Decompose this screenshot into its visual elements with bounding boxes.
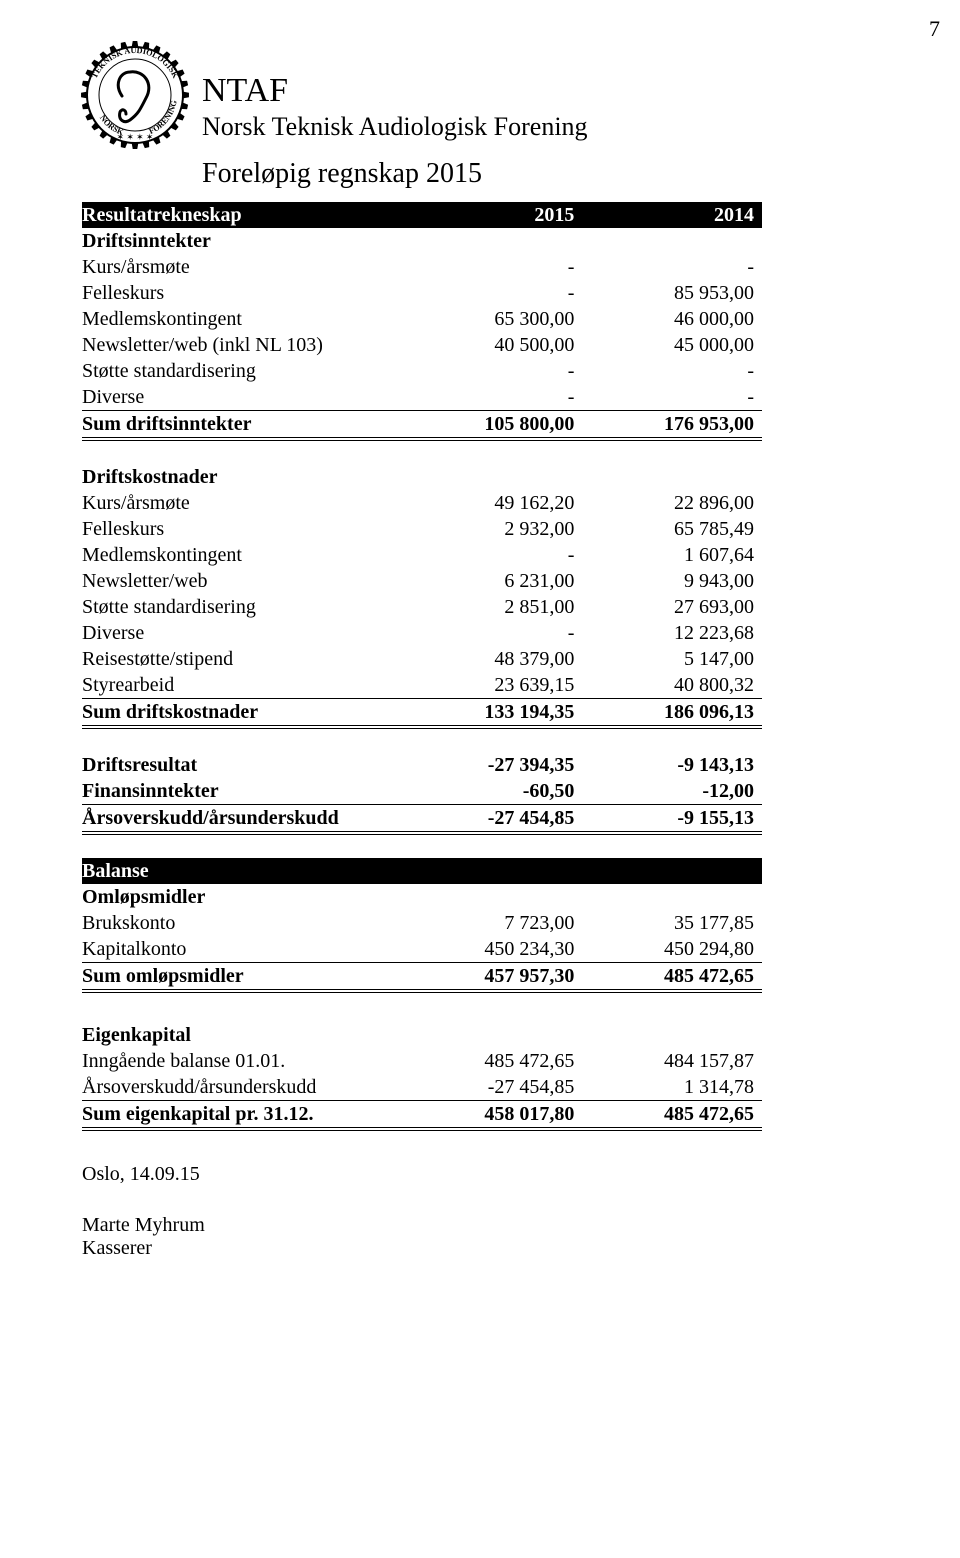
table-row: Medlemskontingent-1 607,64	[82, 542, 762, 568]
table-row: Støtte standardisering2 851,0027 693,00	[82, 594, 762, 620]
table-row: Årsoverskudd/årsunderskudd-27 454,851 31…	[82, 1074, 762, 1101]
table-row: Kurs/årsmøte49 162,2022 896,00	[82, 490, 762, 516]
kostnader-head: Driftskostnader	[82, 464, 762, 490]
eigen-head: Eigenkapital	[82, 1022, 762, 1048]
table-row: Finansinntekter-60,50-12,00	[82, 778, 762, 805]
table-row: Felleskurs2 932,0065 785,49	[82, 516, 762, 542]
table-row: Diverse--	[82, 384, 762, 411]
resultat-table: Resultatrekneskap 2015 2014 Driftsinntek…	[82, 202, 762, 1131]
org-abbr: NTAF	[202, 72, 588, 110]
table-row: Kurs/årsmøte--	[82, 254, 762, 280]
table-row: Brukskonto7 723,0035 177,85	[82, 910, 762, 936]
signer-role: Kasserer	[82, 1237, 880, 1260]
doc-title: Foreløpig regnskap 2015	[202, 158, 588, 190]
section-balanse: Balanse	[82, 858, 762, 884]
logo-ntaf: TEKNISK AUDIOLOGISK NORSK FORENING ✶ ✶ ✶…	[80, 40, 190, 155]
table-row: Driftsresultat-27 394,35-9 143,13	[82, 752, 762, 778]
table-row: Medlemskontingent65 300,0046 000,00	[82, 306, 762, 332]
page-number: 7	[929, 16, 940, 42]
table-row: Diverse-12 223,68	[82, 620, 762, 646]
sum-inntekter: Sum driftsinntekter 105 800,00 176 953,0…	[82, 411, 762, 440]
table-row: Reisestøtte/stipend48 379,005 147,00	[82, 646, 762, 672]
footer: Oslo, 14.09.15 Marte Myhrum Kasserer	[82, 1163, 880, 1260]
svg-text:✶ ✶ ✶ ✶: ✶ ✶ ✶ ✶	[117, 132, 154, 142]
table-row: Inngående balanse 01.01.485 472,65484 15…	[82, 1048, 762, 1074]
omlop-head: Omløpsmidler	[82, 884, 762, 910]
table-row: Kapitalkonto450 234,30450 294,80	[82, 936, 762, 963]
year-2014: 2014	[582, 202, 762, 228]
table-row: Støtte standardisering--	[82, 358, 762, 384]
org-name: Norsk Teknisk Audiologisk Forening	[202, 112, 588, 142]
place-date: Oslo, 14.09.15	[82, 1163, 880, 1186]
sum-kostnader: Sum driftskostnader 133 194,35 186 096,1…	[82, 699, 762, 728]
signer-name: Marte Myhrum	[82, 1214, 880, 1237]
table-row: Newsletter/web (inkl NL 103)40 500,0045 …	[82, 332, 762, 358]
section-resultat: Resultatrekneskap 2015 2014	[82, 202, 762, 228]
table-row: Felleskurs-85 953,00	[82, 280, 762, 306]
sum-omlop: Sum omløpsmidler 457 957,30 485 472,65	[82, 963, 762, 992]
table-row: Newsletter/web6 231,009 943,00	[82, 568, 762, 594]
sum-eigen: Sum eigenkapital pr. 31.12. 458 017,80 4…	[82, 1101, 762, 1130]
inntekter-head: Driftsinntekter	[82, 228, 762, 254]
year-2015: 2015	[403, 202, 583, 228]
table-row: Styrearbeid23 639,1540 800,32	[82, 672, 762, 699]
section-label: Resultatrekneskap	[82, 202, 403, 228]
aarsoverskudd: Årsoverskudd/årsunderskudd -27 454,85 -9…	[82, 805, 762, 834]
header: TEKNISK AUDIOLOGISK NORSK FORENING ✶ ✶ ✶…	[80, 28, 880, 202]
